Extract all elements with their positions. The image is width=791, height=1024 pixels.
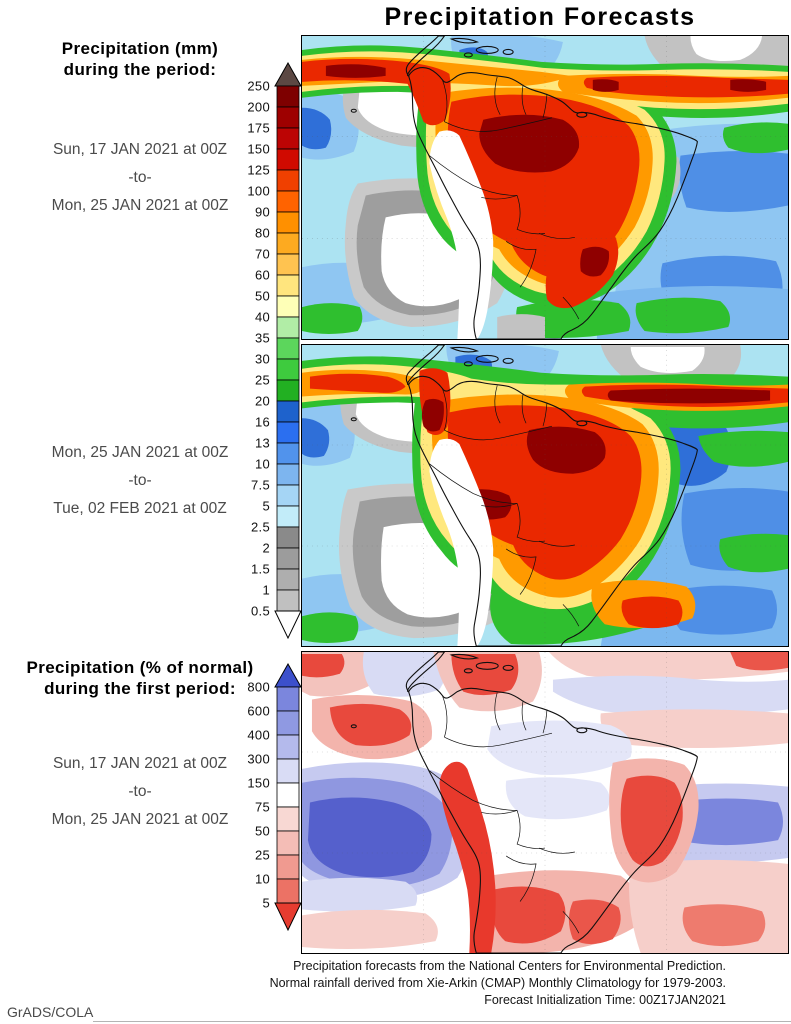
colorbar-tick-label: 0.5 [251, 603, 270, 619]
precip-map-mm-week1 [301, 35, 789, 340]
colorbar-mm: 250 200 175 150 125 100 90 80 70 60 50 40 35 30 25 20 16… [230, 62, 306, 640]
colorbar-tick-label: 75 [254, 799, 270, 815]
date-to: Tue, 02 FEB 2021 at 00Z [53, 500, 227, 517]
date-from: Sun, 17 JAN 2021 at 00Z [52, 755, 228, 772]
colorbar-tick-label: 20 [254, 393, 270, 409]
colorbar-tick-label: 2 [262, 540, 270, 556]
colorbar-tick-label: 100 [247, 183, 270, 199]
date-separator: -to- [128, 472, 152, 489]
colorbar-tick-label: 175 [247, 120, 270, 136]
date-separator: -to- [128, 169, 152, 186]
precip-map-mm-week2 [301, 344, 789, 647]
panel2-dates: Mon, 25 JAN 2021 at 00Z -to- Tue, 02 FEB… [0, 439, 280, 523]
panel3-heading-line2: during the first period: [44, 679, 236, 698]
colorbar-tick-label: 800 [247, 679, 270, 695]
colorbar-tick-label: 7.5 [251, 477, 270, 493]
colorbar-tick-label: 150 [247, 141, 270, 157]
colorbar-tick-label: 300 [247, 751, 270, 767]
panel3-heading-line1: Precipitation (% of normal) [26, 658, 254, 677]
footer-line3: Forecast Initialization Time: 00Z17JAN20… [484, 993, 726, 1007]
date-from: Mon, 25 JAN 2021 at 00Z [51, 444, 229, 461]
colorbar-tick-label: 600 [247, 703, 270, 719]
panel3-heading: Precipitation (% of normal) during the f… [0, 657, 280, 699]
panel1-heading: Precipitation (mm) during the period: [0, 38, 280, 80]
colorbar-tick-label: 125 [247, 162, 270, 178]
colorbar-percent: 800 600 400 300 150 75 50 25 10 5 [230, 663, 306, 933]
colorbar-tick-label: 30 [254, 351, 270, 367]
colorbar-tick-label: 25 [254, 847, 270, 863]
colorbar-tick-label: 50 [254, 288, 270, 304]
colorbar-scale [274, 62, 302, 639]
colorbar-tick-label: 2.5 [251, 519, 270, 535]
panel1-heading-line1: Precipitation (mm) [61, 39, 219, 58]
footer-attribution: Precipitation forecasts from the Nationa… [270, 958, 726, 1009]
colorbar-tick-label: 10 [254, 456, 270, 472]
colorbar-tick-label: 25 [254, 372, 270, 388]
colorbar-tick-label: 400 [247, 727, 270, 743]
colorbar-tick-label: 40 [254, 309, 270, 325]
colorbar-tick-label: 90 [254, 204, 270, 220]
colorbar-tick-label: 5 [262, 498, 270, 514]
date-to: Mon, 25 JAN 2021 at 00Z [51, 197, 229, 214]
colorbar-tick-label: 50 [254, 823, 270, 839]
date-from: Sun, 17 JAN 2021 at 00Z [52, 141, 228, 158]
colorbar-tick-label: 13 [254, 435, 270, 451]
colorbar-tick-label: 80 [254, 225, 270, 241]
colorbar-tick-label: 1 [262, 582, 270, 598]
date-separator: -to- [128, 783, 152, 800]
colorbar-tick-label: 1.5 [251, 561, 270, 577]
colorbar-tick-label: 70 [254, 246, 270, 262]
colorbar-scale [274, 663, 302, 931]
bottom-rule [93, 1021, 791, 1022]
colorbar-tick-label: 250 [247, 78, 270, 94]
page-title: Precipitation Forecasts [384, 3, 696, 31]
colorbar-tick-label: 35 [254, 330, 270, 346]
colorbar-tick-label: 5 [262, 895, 270, 911]
footer-line1: Precipitation forecasts from the Nationa… [293, 959, 726, 973]
colorbar-tick-label: 10 [254, 871, 270, 887]
panel3-dates: Sun, 17 JAN 2021 at 00Z -to- Mon, 25 JAN… [0, 750, 280, 834]
date-to: Mon, 25 JAN 2021 at 00Z [51, 811, 229, 828]
footer-line2: Normal rainfall derived from Xie-Arkin (… [269, 976, 726, 990]
panel1-dates: Sun, 17 JAN 2021 at 00Z -to- Mon, 25 JAN… [0, 136, 280, 220]
colorbar-tick-label: 200 [247, 99, 270, 115]
grads-credit: GrADS/COLA [7, 1004, 94, 1020]
colorbar-tick-label: 60 [254, 267, 270, 283]
panel1-heading-line2: during the period: [63, 60, 217, 79]
precip-anomaly-map [301, 651, 789, 954]
colorbar-tick-label: 16 [254, 414, 270, 430]
colorbar-tick-label: 150 [247, 775, 270, 791]
